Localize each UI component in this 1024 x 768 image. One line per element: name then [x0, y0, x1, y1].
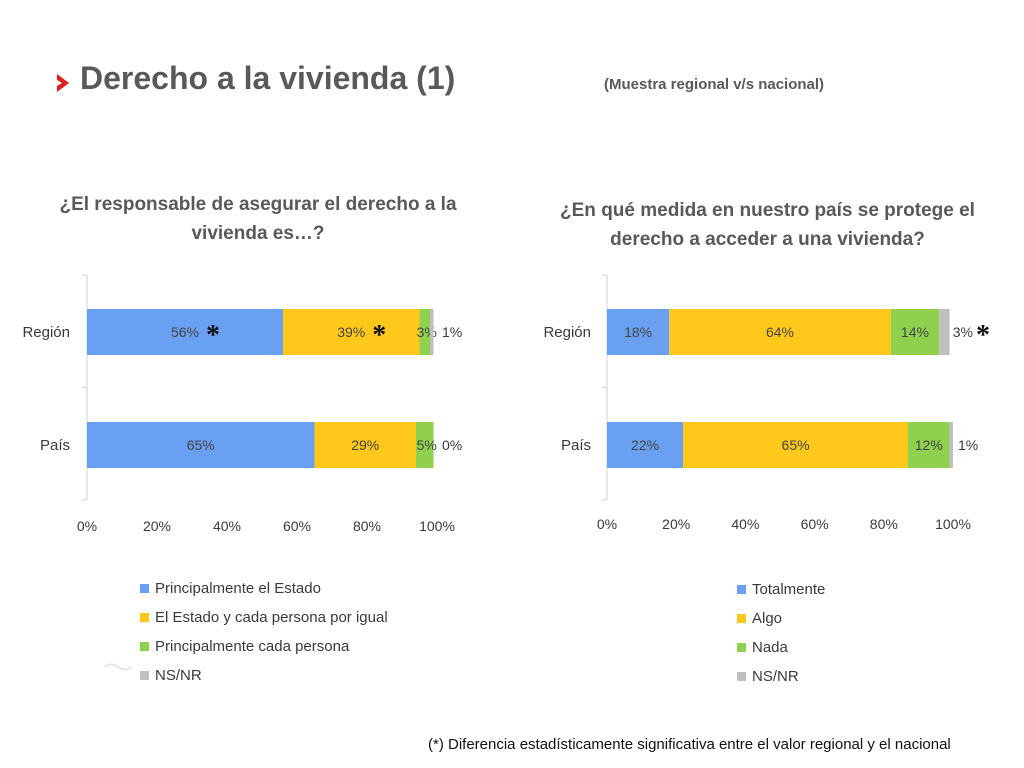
bar-segment	[908, 422, 950, 468]
bar-segment	[890, 309, 940, 355]
legend-item: Nada	[737, 633, 825, 662]
bar-segment	[314, 422, 416, 468]
significance-asterisk: *	[372, 320, 386, 351]
bar-segment	[669, 309, 891, 355]
legend-label: Nada	[752, 639, 788, 656]
legend-swatch	[737, 643, 746, 652]
data-label: 65%	[187, 437, 215, 453]
data-label: 14%	[901, 324, 929, 340]
x-tick-label: 40%	[731, 516, 759, 532]
x-tick-label: 80%	[353, 518, 381, 534]
data-label: 18%	[624, 324, 652, 340]
footnote: (*) Diferencia estadísticamente signific…	[428, 736, 951, 753]
data-label: 3%	[417, 324, 437, 340]
legend-item: Principalmente el Estado	[140, 574, 388, 603]
data-label: 56%	[171, 324, 199, 340]
data-label: 0%	[442, 437, 462, 453]
legend-right: Totalmente Algo Nada NS/NR	[737, 575, 825, 691]
x-tick-label: 60%	[283, 518, 311, 534]
legend-item: Algo	[737, 604, 825, 633]
data-label: 1%	[442, 324, 462, 340]
data-label: 65%	[782, 437, 810, 453]
legend-swatch	[140, 642, 149, 651]
x-tick-label: 40%	[213, 518, 241, 534]
bar-segment	[283, 309, 420, 355]
bar-segment	[430, 309, 434, 355]
legend-label: Algo	[752, 610, 783, 627]
legend-item: NS/NR	[737, 662, 825, 691]
data-label: 3%	[953, 324, 973, 340]
legend-label: El Estado y cada persona por igual	[155, 609, 388, 626]
legend-swatch	[140, 671, 149, 680]
category-label: País	[40, 437, 70, 454]
legend-swatch	[737, 585, 746, 594]
page-subtitle: (Muestra regional v/s nacional)	[604, 76, 825, 93]
data-label: 22%	[631, 437, 659, 453]
legend-swatch	[737, 614, 746, 623]
data-label: 5%	[417, 437, 437, 453]
x-tick-label: 80%	[870, 516, 898, 532]
x-tick-label: 60%	[801, 516, 829, 532]
bar-segment	[419, 309, 430, 355]
bar-segment	[607, 309, 670, 355]
bar-segment	[607, 422, 684, 468]
data-label: 1%	[958, 437, 978, 453]
category-label: Región	[22, 324, 70, 341]
data-label: 29%	[351, 437, 379, 453]
chevron-right-icon	[57, 74, 69, 92]
legend-swatch	[140, 584, 149, 593]
bar-segment	[939, 309, 950, 355]
chart-title-left: ¿El responsable de asegurar el derecho a…	[59, 194, 457, 244]
page-title: Derecho a la vivienda (1)	[80, 60, 456, 96]
x-tick-label: 100%	[419, 518, 455, 534]
legend-item: NS/NR	[140, 661, 388, 690]
x-tick-label: 20%	[143, 518, 171, 534]
chart-title-right: ¿En qué medida en nuestro país se proteg…	[560, 200, 975, 250]
legend-left: Principalmente el Estado El Estado y cada…	[140, 574, 388, 690]
bar-segment	[949, 422, 953, 468]
legend-label: Totalmente	[752, 581, 826, 598]
legend-swatch	[737, 672, 746, 681]
data-label: 12%	[915, 437, 943, 453]
x-tick-label: 20%	[662, 516, 690, 532]
category-label: Región	[543, 324, 591, 341]
x-tick-label: 100%	[935, 516, 971, 532]
bar-segment	[416, 422, 434, 468]
legend-label: Principalmente cada persona	[155, 638, 350, 655]
decorative-wave	[104, 663, 133, 671]
legend-label: Principalmente el Estado	[155, 580, 321, 597]
significance-asterisk: *	[206, 320, 220, 351]
data-label: 39%	[337, 324, 365, 340]
bar-segment	[87, 422, 315, 468]
x-tick-label: 0%	[597, 516, 617, 532]
legend-item: El Estado y cada persona por igual	[140, 603, 388, 632]
bar-segment	[683, 422, 909, 468]
category-label: País	[561, 437, 591, 454]
legend-swatch	[140, 613, 149, 622]
legend-label: NS/NR	[752, 668, 799, 685]
legend-item: Totalmente	[737, 575, 825, 604]
significance-asterisk: *	[976, 320, 990, 351]
legend-item: Principalmente cada persona	[140, 632, 388, 661]
data-label: 64%	[766, 324, 794, 340]
bar-segment	[87, 309, 283, 355]
x-tick-label: 0%	[77, 518, 97, 534]
legend-label: NS/NR	[155, 667, 202, 684]
